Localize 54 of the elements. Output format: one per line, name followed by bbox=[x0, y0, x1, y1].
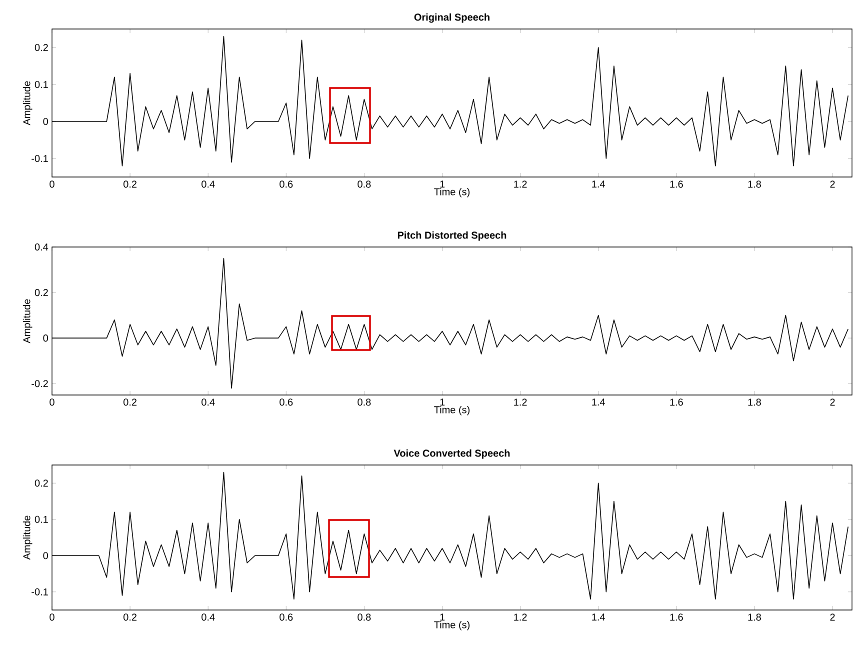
y-tick-label: 0 bbox=[43, 118, 48, 126]
x-tick-label: 0.4 bbox=[202, 180, 215, 188]
x-tick-label: 1.2 bbox=[514, 614, 527, 621]
x-tick-label: 0.6 bbox=[280, 398, 293, 406]
y-tick-label: 0.2 bbox=[34, 44, 48, 52]
chart-title: Pitch Distorted Speech bbox=[398, 231, 506, 241]
x-tick-label: 0.4 bbox=[202, 398, 215, 406]
x-tick-label: 2 bbox=[830, 614, 835, 621]
x-tick-label: 1.2 bbox=[514, 398, 527, 406]
x-tick-label: 0.2 bbox=[124, 398, 137, 406]
x-tick-label: 1 bbox=[440, 398, 445, 406]
x-tick-label: 1 bbox=[440, 180, 445, 188]
x-tick-label: 1.2 bbox=[514, 180, 527, 188]
x-tick-label: 0.8 bbox=[358, 614, 371, 621]
x-tick-label: 0.2 bbox=[124, 614, 137, 621]
x-tick-label: 0 bbox=[50, 398, 54, 406]
y-tick-label: 0.1 bbox=[34, 80, 48, 88]
x-tick-label: 1.8 bbox=[748, 614, 761, 621]
y-tick-label: 0 bbox=[43, 334, 48, 342]
x-tick-label: 2 bbox=[830, 180, 835, 188]
x-axis-title: Time (s) bbox=[434, 620, 470, 630]
x-tick-label: 0.6 bbox=[280, 180, 293, 188]
y-axis-title: Amplitude bbox=[22, 516, 32, 560]
y-tick-label: 0 bbox=[43, 552, 48, 560]
x-tick-label: 1.4 bbox=[592, 398, 606, 406]
x-tick-label: 1.4 bbox=[592, 180, 606, 188]
x-tick-label: 1.4 bbox=[592, 614, 606, 620]
x-axis-title: Time (s) bbox=[434, 188, 470, 198]
x-tick-label: 1.8 bbox=[748, 398, 761, 406]
y-tick-label: -0.1 bbox=[32, 154, 48, 162]
y-axis-title: Amplitude bbox=[22, 81, 32, 126]
x-tick-label: 1.8 bbox=[748, 180, 761, 188]
x-tick-label: 0.8 bbox=[358, 180, 371, 188]
y-axis-title: Amplitude bbox=[22, 299, 32, 344]
y-tick-label: -0.2 bbox=[32, 380, 48, 388]
x-tick-label: 0 bbox=[50, 614, 54, 621]
chart-title: Original Speech bbox=[414, 13, 490, 23]
x-tick-label: 0.8 bbox=[358, 398, 371, 406]
x-tick-label: 1.6 bbox=[670, 614, 683, 621]
x-tick-label: 0.2 bbox=[124, 180, 137, 188]
x-tick-label: 2 bbox=[830, 398, 835, 406]
x-tick-label: 1 bbox=[440, 614, 445, 620]
y-tick-label: 0.2 bbox=[34, 480, 48, 487]
x-tick-label: 0.4 bbox=[202, 614, 215, 621]
chart-title: Voice Converted Speech bbox=[394, 449, 510, 459]
x-axis-title: Time (s) bbox=[434, 406, 470, 416]
x-tick-label: 1.6 bbox=[670, 180, 683, 188]
x-tick-label: 1.6 bbox=[670, 398, 683, 406]
y-tick-label: 0.2 bbox=[34, 289, 48, 296]
y-tick-label: -0.1 bbox=[32, 588, 48, 596]
x-tick-label: 0 bbox=[50, 180, 54, 188]
x-tick-label: 0.6 bbox=[280, 614, 293, 621]
y-tick-label: 0.1 bbox=[34, 516, 48, 523]
y-tick-label: 0.4 bbox=[34, 243, 48, 251]
